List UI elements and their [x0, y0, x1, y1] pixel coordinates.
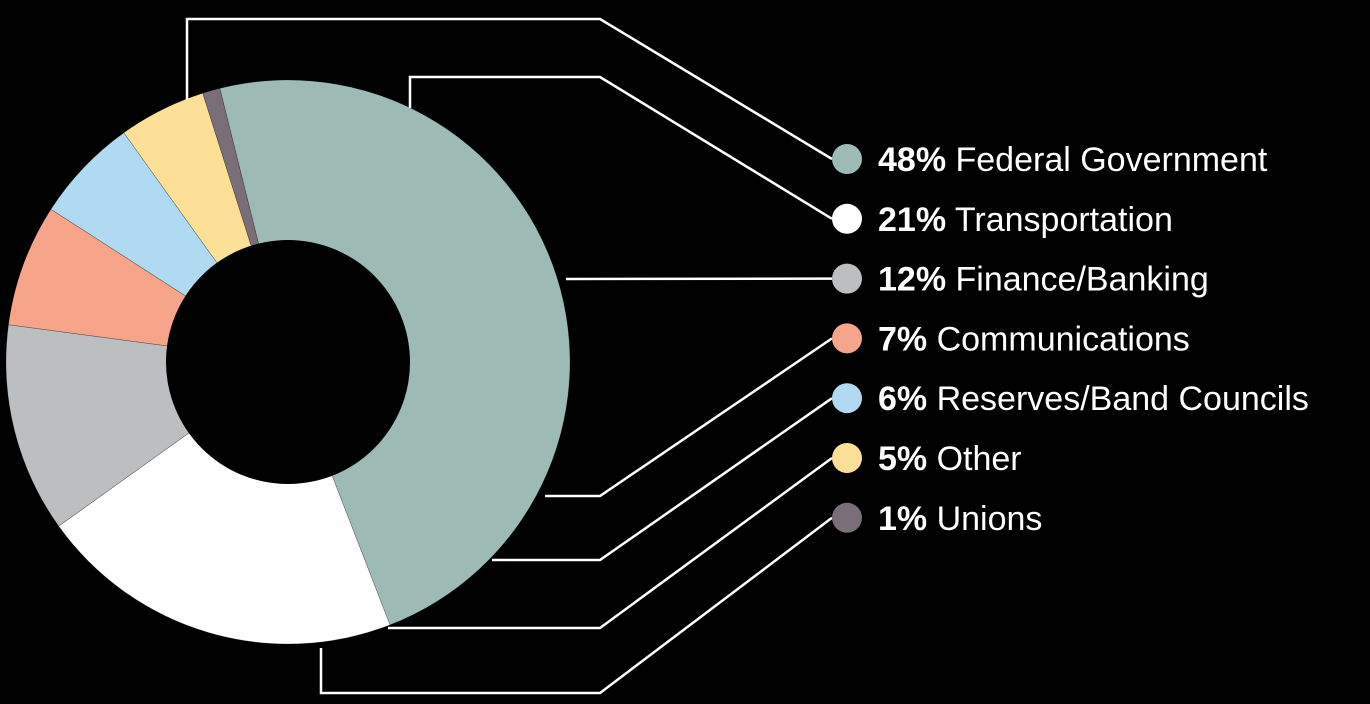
legend-item-finance-banking: 12% Finance/Banking — [832, 261, 1209, 299]
legend-label-other: 5% Other — [878, 440, 1022, 478]
legend-label-federal-government: 48% Federal Government — [878, 141, 1268, 179]
legend-swatch-reserves-band-councils — [832, 383, 862, 414]
legend-category: Unions — [927, 500, 1042, 538]
legend-category: Federal Government — [946, 141, 1268, 179]
legend-label-communications: 7% Communications — [878, 320, 1190, 358]
legend-percent: 48% — [878, 141, 946, 179]
legend-category: Reserves/Band Councils — [927, 380, 1309, 418]
leader-line-communications — [545, 337, 833, 498]
legend-item-unions: 1% Unions — [832, 500, 1042, 538]
legend-percent: 21% — [878, 201, 946, 239]
legend-swatch-federal-government — [832, 144, 862, 174]
legend-item-federal-government: 48% Federal Government — [832, 141, 1268, 179]
legend-item-other: 5% Other — [832, 440, 1022, 478]
legend-swatch-unions — [832, 502, 862, 533]
leader-line-reserves-band-councils — [492, 397, 833, 562]
legend-label-unions: 1% Unions — [878, 500, 1042, 538]
leader-lines — [185, 17, 833, 695]
legend-item-reserves-band-councils: 6% Reserves/Band Councils — [832, 380, 1309, 418]
legend-label-reserves-band-councils: 6% Reserves/Band Councils — [878, 380, 1309, 418]
legend-category: Finance/Banking — [946, 261, 1209, 299]
leader-line-other — [388, 456, 833, 630]
legend-percent: 1% — [878, 500, 927, 538]
legend-label-transportation: 21% Transportation — [878, 201, 1173, 239]
leader-line-unions — [319, 516, 833, 695]
legend-swatch-other — [832, 443, 862, 473]
legend-swatch-communications — [832, 323, 862, 354]
leader-line-transportation — [408, 75, 833, 220]
legend-item-communications: 7% Communications — [832, 320, 1190, 358]
legend-swatch-transportation — [832, 203, 862, 234]
legend-category: Communications — [927, 320, 1190, 358]
donut-hole — [166, 240, 410, 484]
leader-line-federal-government — [185, 17, 833, 161]
legend-percent: 5% — [878, 440, 927, 478]
legend-category: Transportation — [946, 201, 1173, 239]
legend-category: Other — [927, 440, 1021, 478]
legend-percent: 7% — [878, 320, 927, 358]
legend-label-finance-banking: 12% Finance/Banking — [878, 261, 1209, 299]
legend-percent: 12% — [878, 261, 946, 299]
legend-item-transportation: 21% Transportation — [832, 201, 1173, 239]
legend-swatch-finance-banking — [832, 263, 862, 294]
legend-percent: 6% — [878, 380, 927, 418]
